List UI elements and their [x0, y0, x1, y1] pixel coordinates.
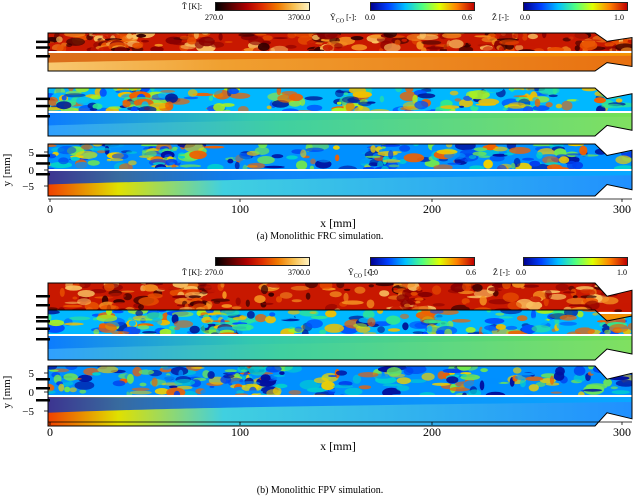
axes-frc: y [mm] 5 0 −5 0 100 200 300 x [mm] — [1, 147, 632, 230]
x-tick-label-frc: 100 — [231, 202, 249, 216]
colorbar-co-label-b: ỸCO [-]: — [348, 268, 374, 282]
y-tick-label-fpv: 5 — [29, 368, 35, 380]
colorbar-mixture-label: Z̃ [-]: — [492, 13, 510, 22]
y-tick-label-frc: 0 — [29, 165, 35, 177]
colorbar-mixture-max-b: 1.0 — [617, 268, 627, 277]
x-tick-label-frc: 0 — [47, 202, 53, 216]
colorbar-temperature-max-b: 3700.0 — [288, 268, 310, 277]
colorbar-temperature-min: 270.0 — [205, 13, 223, 22]
colorbar-co — [370, 2, 475, 11]
caption-frc: (a) Monolithic FRC simulation. — [256, 231, 384, 242]
colorbar-co-max: 0.6 — [462, 13, 472, 22]
field-co-frc — [36, 87, 633, 137]
colorbar-mixture — [523, 2, 628, 11]
colorbar-co-min: 0.0 — [365, 13, 375, 22]
colorbar-mixture-min-b: 0.0 — [516, 268, 526, 277]
colorbar-co-sub-b: CO — [353, 273, 363, 280]
y-tick-label-frc: 5 — [29, 147, 35, 159]
colorbar-temperature-max: 3700.0 — [288, 13, 310, 22]
colorbar-mixture-min: 0.0 — [520, 13, 530, 22]
y-tick-label-frc: −5 — [22, 181, 34, 193]
colorbar-co-sub: CO — [335, 18, 345, 25]
axes-fpv: y [mm] 5 0 −5 0 100 200 300 x [mm] — [1, 368, 632, 453]
panel-group-frc — [36, 32, 633, 197]
x-axis-label-frc: x [mm] — [320, 216, 356, 230]
field-mixture-fpv — [36, 365, 633, 427]
y-tick-label-fpv: −5 — [22, 406, 34, 418]
colorbar-co-label: ỸCO [-]: — [330, 13, 356, 27]
x-tick-label-fpv: 300 — [613, 425, 631, 439]
colorbar-co-min-b: 0.0 — [368, 268, 378, 277]
field-co-fpv — [36, 309, 633, 361]
x-tick-label-fpv: 200 — [423, 425, 441, 439]
colorbar-mixture-label-b: Z̃ [-]: — [493, 268, 511, 277]
colorbar-mixture-b — [523, 257, 628, 266]
colorbar-temperature-label-b: T̃ [K]: — [182, 268, 203, 277]
caption-fpv: (b) Monolithic FPV simulation. — [256, 485, 384, 496]
colorbar-co-max-b: 0.6 — [466, 268, 476, 277]
y-tick-label-fpv: 0 — [29, 387, 35, 399]
x-tick-label-fpv: 0 — [47, 425, 53, 439]
x-tick-label-fpv: 100 — [231, 425, 249, 439]
colorbar-temperature-b — [215, 257, 310, 266]
field-mixture-frc — [36, 143, 633, 197]
x-tick-label-frc: 300 — [613, 202, 631, 216]
colorbar-co-symbol-b: Ỹ — [348, 268, 354, 277]
colorbar-temperature-min-b: 270.0 — [205, 268, 223, 277]
colorbar-co-unit-b: [-]: — [362, 268, 375, 277]
colorbar-co-symbol: Ỹ — [330, 13, 336, 22]
colorbar-co-b — [370, 257, 475, 266]
field-temperature-frc — [36, 32, 633, 72]
panel-group-fpv — [36, 282, 633, 427]
y-axis-label-fpv: y [mm] — [1, 376, 13, 409]
colorbar-co-unit: [-]: — [344, 13, 357, 22]
colorbar-temperature — [215, 2, 310, 11]
x-tick-label-frc: 200 — [423, 202, 441, 216]
y-axis-label-frc: y [mm] — [1, 154, 13, 187]
colorbar-mixture-max: 1.0 — [614, 13, 624, 22]
x-axis-label-fpv: x [mm] — [320, 439, 356, 453]
colorbar-temperature-label: T̃ [K]: — [182, 2, 203, 11]
